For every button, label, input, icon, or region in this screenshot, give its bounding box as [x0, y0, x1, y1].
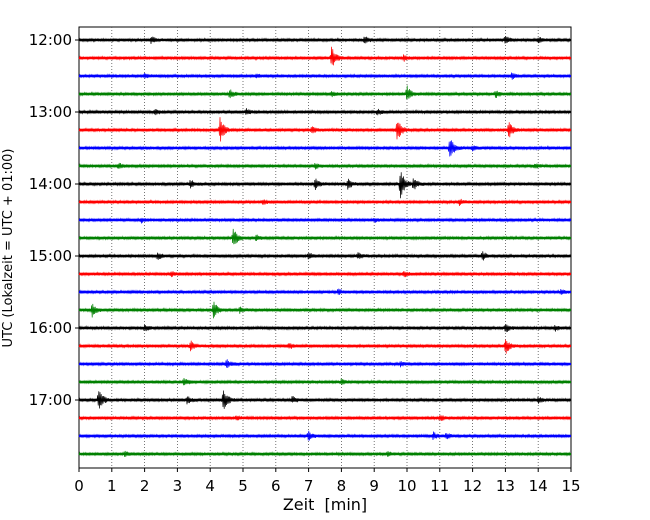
plot-frame — [78, 26, 572, 469]
x-tick-label: 3 — [173, 477, 183, 495]
y-axis-ticks: 12:00 13:00 14:00 15:00 16:00 17:00 — [29, 31, 79, 409]
y-tick-label: 14:00 — [29, 175, 72, 193]
y-tick-label: 12:00 — [29, 31, 72, 49]
x-tick-label: 13 — [496, 477, 515, 495]
x-tick-label: 1 — [107, 477, 117, 495]
x-tick-label: 4 — [205, 477, 215, 495]
x-tick-label: 6 — [271, 477, 281, 495]
trace-line — [78, 85, 571, 100]
seismic-traces — [78, 36, 571, 457]
x-tick-label: 5 — [238, 477, 248, 495]
x-tick-label: 11 — [430, 477, 449, 495]
x-axis-ticks: 0 1 2 3 4 5 6 7 8 9 10 11 12 13 14 15 — [74, 468, 581, 495]
x-tick-label: 12 — [463, 477, 482, 495]
y-axis-label: UTC (Lokalzeit = UTC + 01:00) — [1, 149, 16, 348]
x-tick-label: 8 — [337, 477, 347, 495]
x-tick-label: 10 — [397, 477, 416, 495]
trace-line — [78, 46, 571, 66]
y-tick-label: 15:00 — [29, 247, 72, 265]
x-tick-label: 15 — [561, 477, 580, 495]
trace-line — [78, 172, 571, 199]
trace-line — [78, 228, 571, 245]
x-axis-label: Zeit [min] — [283, 495, 367, 514]
x-tick-label: 2 — [140, 477, 150, 495]
x-tick-label: 9 — [369, 477, 379, 495]
x-tick-label: 0 — [74, 477, 84, 495]
y-tick-label: 16:00 — [29, 319, 72, 337]
x-tick-label: 14 — [529, 477, 548, 495]
y-tick-label: 17:00 — [29, 391, 72, 409]
x-tick-label: 7 — [304, 477, 314, 495]
y-tick-label: 13:00 — [29, 103, 72, 121]
